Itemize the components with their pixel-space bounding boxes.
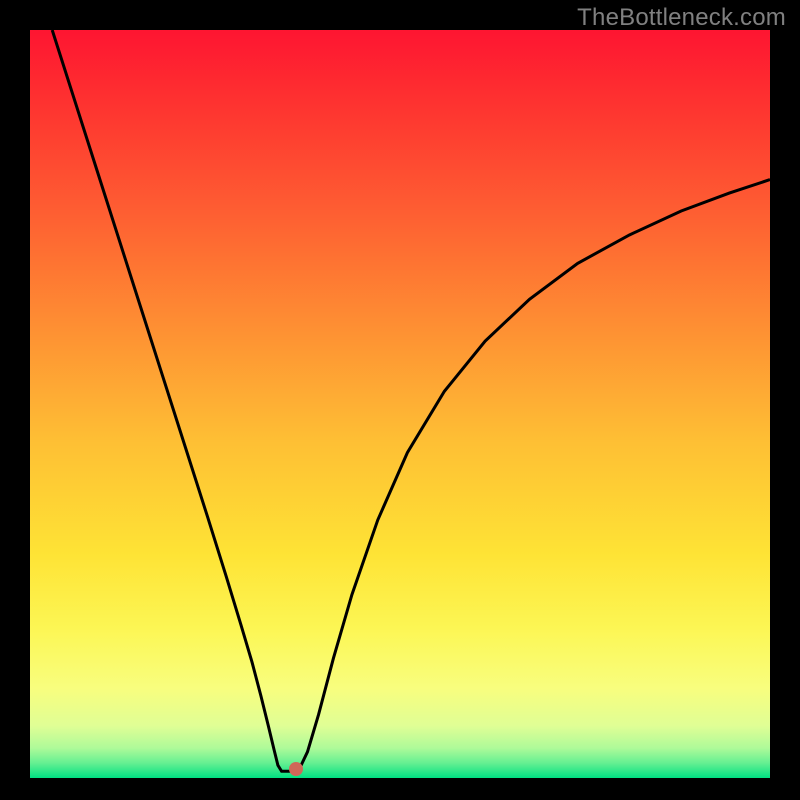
curve-path: [52, 30, 770, 771]
bottleneck-curve: [30, 30, 770, 778]
plot-area: [30, 30, 770, 778]
vertex-marker: [289, 762, 303, 776]
watermark-label: TheBottleneck.com: [577, 4, 786, 32]
